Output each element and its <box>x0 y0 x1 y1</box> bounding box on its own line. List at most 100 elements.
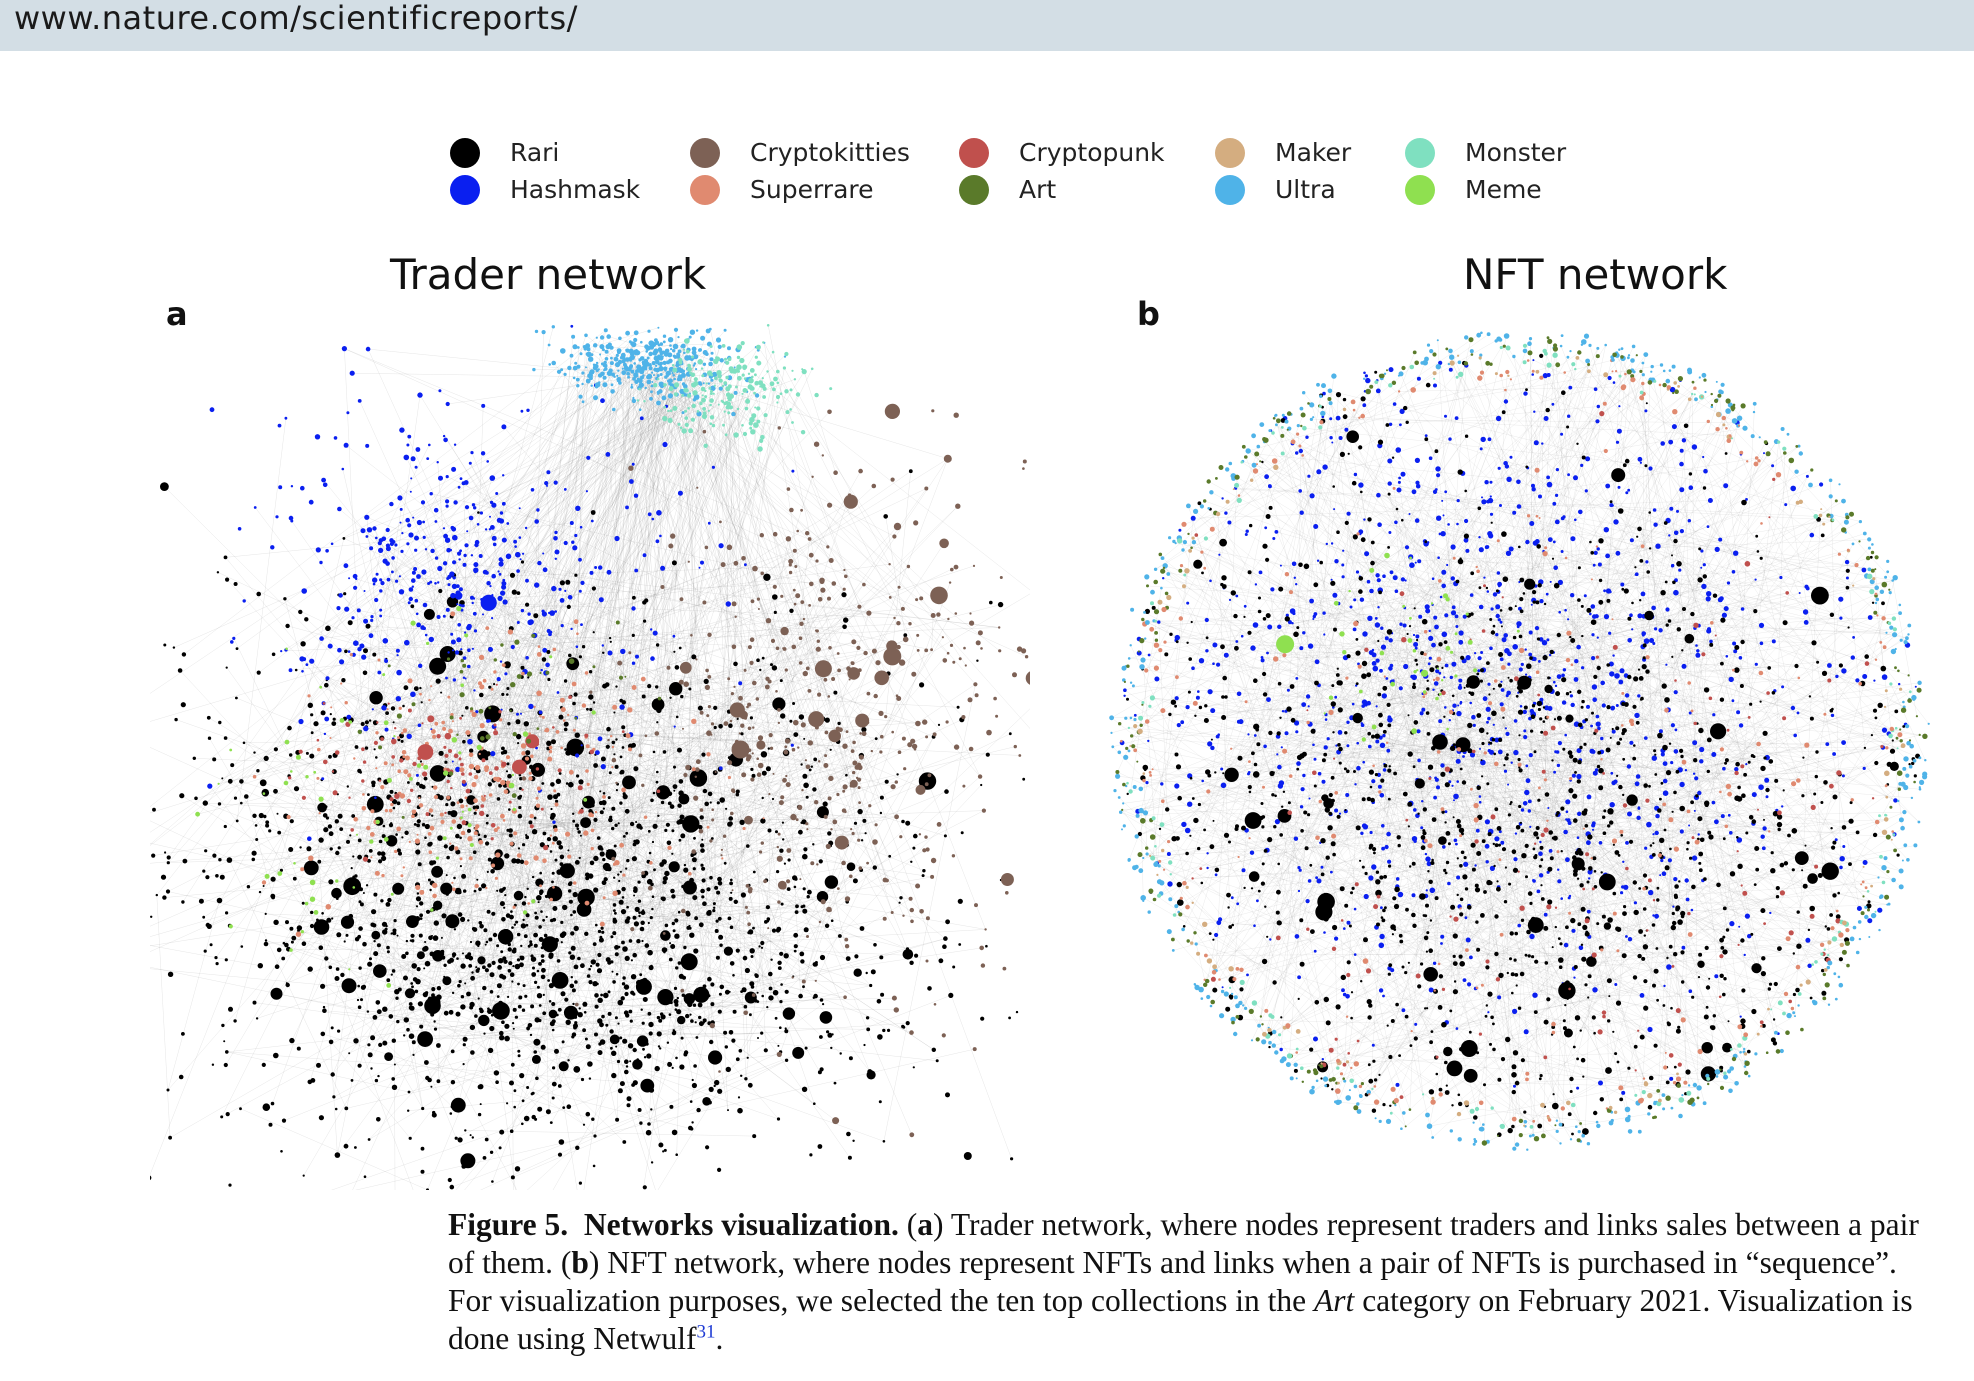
network-edge <box>478 819 713 835</box>
network-node <box>427 878 431 882</box>
network-edge <box>566 783 582 836</box>
network-node <box>257 963 263 969</box>
network-node <box>604 349 609 354</box>
network-node <box>407 708 412 713</box>
browser-url-bar[interactable]: www.nature.com/scientificreports/ <box>0 0 1974 51</box>
network-node <box>621 896 625 899</box>
network-edge <box>543 914 572 921</box>
network-node <box>737 1096 741 1099</box>
network-node <box>428 850 433 854</box>
network-node <box>568 951 572 955</box>
network-edge <box>478 808 727 835</box>
network-node <box>385 561 390 566</box>
network-edge <box>737 718 849 959</box>
network-node <box>599 851 605 857</box>
network-node <box>563 721 569 727</box>
network-node <box>310 713 314 717</box>
network-node <box>744 967 751 974</box>
network-node <box>677 490 683 496</box>
network-node <box>762 817 765 820</box>
network-node <box>579 525 583 529</box>
network-node <box>399 427 405 433</box>
network-node <box>844 896 851 902</box>
network-node <box>384 927 388 931</box>
network-edge <box>557 731 1020 756</box>
network-node <box>305 663 309 666</box>
network-node <box>470 554 474 557</box>
network-node <box>512 947 517 952</box>
network-node <box>595 923 598 927</box>
network-edge <box>568 349 589 851</box>
network-edge <box>344 348 363 725</box>
network-node <box>427 715 435 723</box>
network-edge <box>464 1013 610 1190</box>
network-edge <box>425 1032 762 1040</box>
network-node <box>625 867 628 870</box>
network-node <box>884 403 901 419</box>
network-node <box>434 520 438 523</box>
network-node <box>683 1052 688 1057</box>
network-edge <box>676 413 700 1155</box>
network-node <box>521 776 527 781</box>
network-node <box>657 1045 661 1048</box>
network-node <box>265 820 270 825</box>
network-node <box>414 465 418 469</box>
panel-b-letter: b <box>1137 295 1160 333</box>
network-node <box>376 943 381 948</box>
network-node <box>551 1011 554 1015</box>
network-node <box>225 666 228 669</box>
network-node <box>682 975 686 980</box>
network-node <box>360 998 363 1002</box>
network-edge <box>321 564 890 639</box>
network-node <box>539 871 542 875</box>
network-node <box>845 773 848 777</box>
network-node <box>166 855 171 860</box>
network-edge <box>777 382 860 607</box>
network-node <box>436 1079 441 1084</box>
network-node <box>499 511 504 515</box>
network-edge <box>577 586 775 634</box>
network-node <box>580 1077 585 1082</box>
network-node <box>481 796 486 802</box>
network-node <box>740 892 747 898</box>
network-node <box>471 601 474 605</box>
network-node <box>924 835 928 839</box>
network-node <box>613 753 616 756</box>
network-node <box>710 982 715 987</box>
network-node <box>610 1046 613 1050</box>
network-node <box>998 626 1001 629</box>
network-node <box>469 1134 472 1137</box>
network-node <box>511 589 517 595</box>
network-node <box>705 668 709 673</box>
network-node <box>299 846 302 849</box>
network-edge <box>562 806 800 1066</box>
network-node <box>408 1002 413 1006</box>
network-edge <box>514 850 925 1091</box>
network-node <box>369 957 372 961</box>
network-edge <box>321 798 443 823</box>
network-node <box>782 647 785 650</box>
network-node <box>389 501 394 507</box>
network-edge <box>429 844 621 872</box>
network-edge <box>635 495 710 980</box>
network-node <box>715 955 720 960</box>
network-edge <box>590 753 753 812</box>
network-node <box>805 666 810 671</box>
network-edge <box>310 685 432 859</box>
network-node <box>673 650 676 653</box>
network-node <box>699 843 705 848</box>
network-node <box>677 349 682 354</box>
network-node <box>795 818 799 822</box>
network-node <box>567 854 572 859</box>
network-edge <box>302 372 720 644</box>
network-edge <box>633 365 695 609</box>
network-node <box>614 1016 618 1020</box>
network-node <box>804 759 808 762</box>
network-node <box>925 847 930 852</box>
network-node <box>729 702 745 718</box>
network-node <box>950 567 954 572</box>
network-node <box>621 730 625 733</box>
network-node <box>414 548 418 552</box>
network-node <box>150 915 153 918</box>
network-edge <box>481 694 591 698</box>
